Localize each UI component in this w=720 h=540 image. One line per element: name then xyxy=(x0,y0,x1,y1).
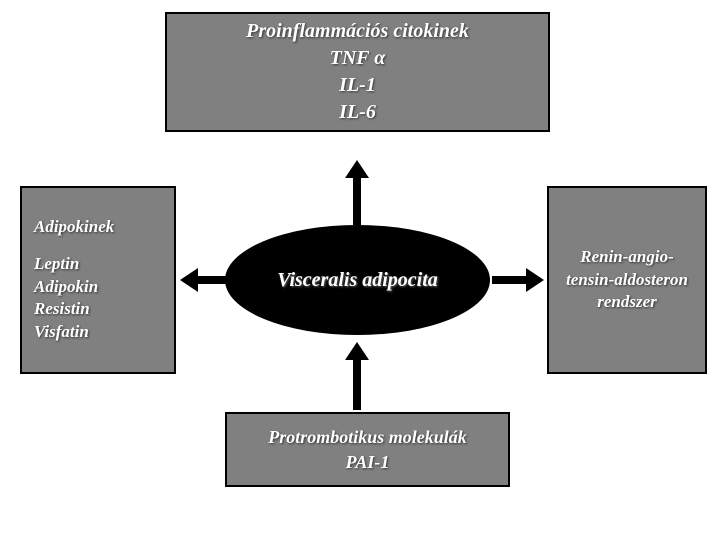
right-line-0: Renin-angio- xyxy=(580,246,674,269)
arrow-up-shaft xyxy=(353,178,361,226)
bottom-line-1: PAI-1 xyxy=(346,450,390,474)
right-box: Renin-angio- tensin-aldosteron rendszer xyxy=(547,186,707,374)
bottom-line-0: Protrombotikus molekulák xyxy=(268,425,467,449)
arrow-left-head xyxy=(180,268,198,292)
left-line-2: Resistin xyxy=(34,298,90,321)
top-line-3: IL-6 xyxy=(339,99,376,126)
arrow-up-head xyxy=(345,160,369,178)
arrow-right-shaft xyxy=(492,276,526,284)
arrow-right-head xyxy=(526,268,544,292)
left-line-1: Adipokin xyxy=(34,276,98,299)
center-label: Visceralis adipocita xyxy=(277,267,438,294)
left-line-3: Visfatin xyxy=(34,321,89,344)
top-line-1: TNF α xyxy=(330,45,386,72)
arrow-down-head xyxy=(345,342,369,360)
right-line-1: tensin-aldosteron xyxy=(566,269,688,292)
center-ellipse: Visceralis adipocita xyxy=(225,225,490,335)
left-box: Adipokinek Leptin Adipokin Resistin Visf… xyxy=(20,186,176,374)
top-box: Proinflammációs citokinek TNF α IL-1 IL-… xyxy=(165,12,550,132)
right-line-2: rendszer xyxy=(597,291,657,314)
left-line-0: Leptin xyxy=(34,253,79,276)
top-line-0: Proinflammációs citokinek xyxy=(246,18,469,45)
top-line-2: IL-1 xyxy=(339,72,376,99)
arrow-down-shaft xyxy=(353,360,361,410)
left-title: Adipokinek xyxy=(34,216,114,239)
bottom-box: Protrombotikus molekulák PAI-1 xyxy=(225,412,510,487)
arrow-left-shaft xyxy=(198,276,226,284)
